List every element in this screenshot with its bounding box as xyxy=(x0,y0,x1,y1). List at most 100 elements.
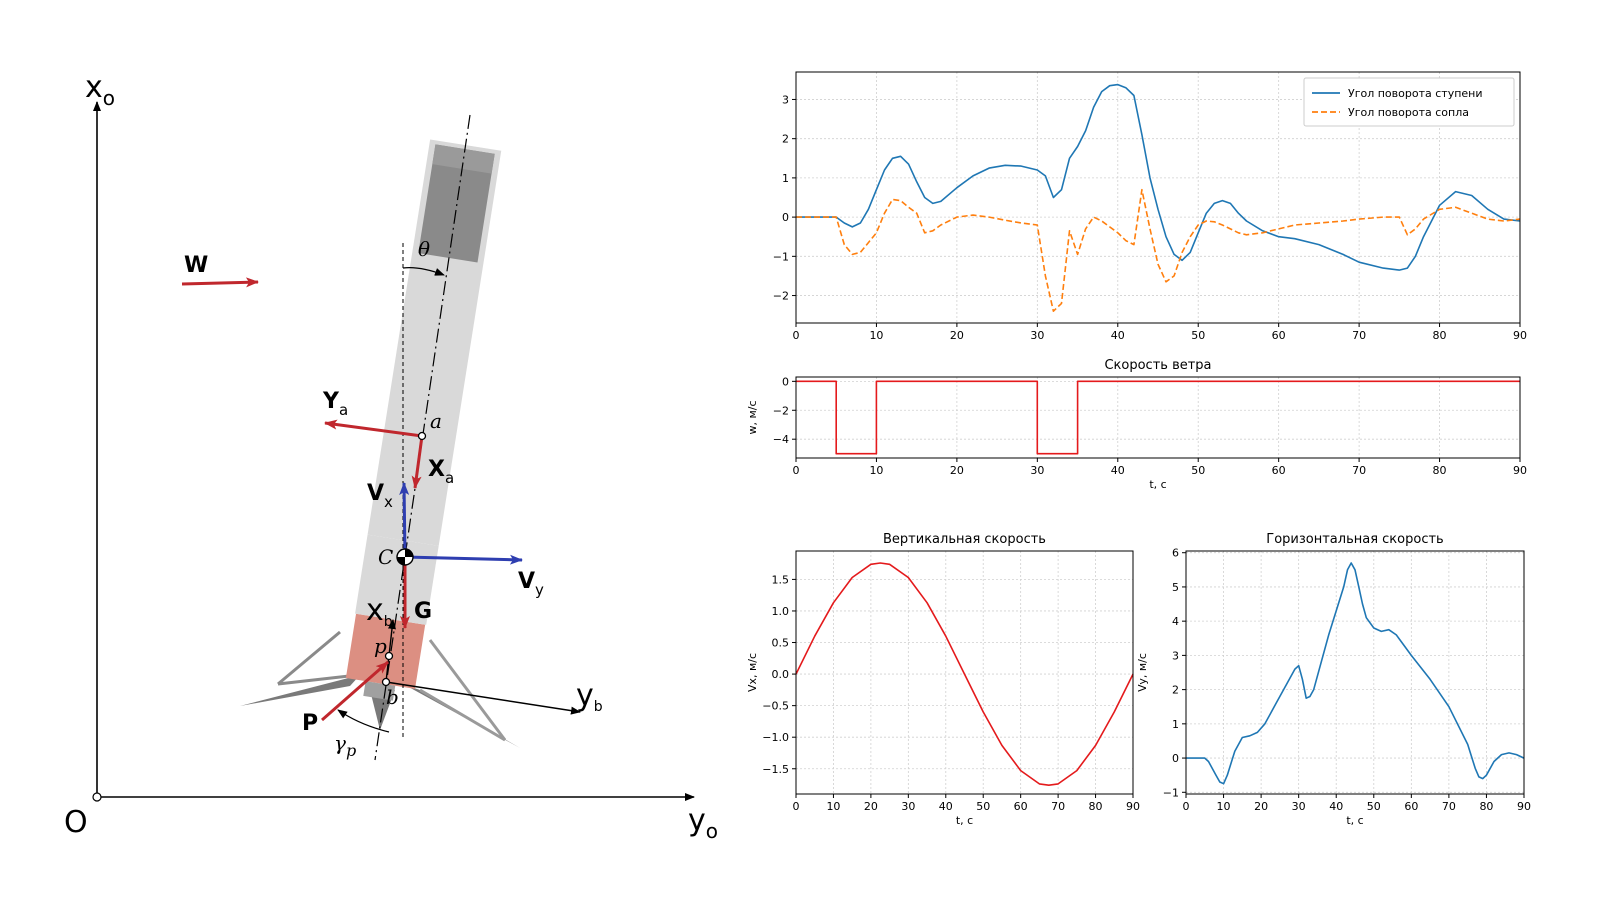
landing-legs xyxy=(240,630,520,748)
x-tick-label: 30 xyxy=(1030,464,1044,477)
chart-title: Горизонтальная скорость xyxy=(1266,532,1443,547)
x-axis-label: t, с xyxy=(1149,478,1166,491)
point-a xyxy=(417,431,427,441)
legend-entry: Угол поворота ступени xyxy=(1348,87,1483,100)
yb-arrow xyxy=(385,681,581,715)
center-of-mass-symbol xyxy=(396,548,414,566)
x-tick-label: 90 xyxy=(1517,800,1531,813)
y-tick-label: −4 xyxy=(773,433,789,446)
vx-label: Vx xyxy=(367,481,393,511)
chart-vy: 0 10 20 30 40 50 60 70 80 90 −1 0 1 2 3 4 5 6 Горизонтальн… xyxy=(1136,532,1531,827)
origin-point xyxy=(92,792,102,802)
xa-label: Xa xyxy=(428,457,454,487)
x-tick-label: 60 xyxy=(1272,329,1286,342)
vx-arrow xyxy=(399,482,410,558)
x-tick-label: 50 xyxy=(1191,464,1205,477)
y-axis-label: Vy, м/с xyxy=(1136,653,1149,692)
plot-frame xyxy=(795,376,1521,459)
y-tick-label: −1.0 xyxy=(762,731,789,744)
y-tick-label: 4 xyxy=(1172,615,1179,628)
c-label: C xyxy=(378,545,393,569)
yb-label: yb xyxy=(576,678,603,715)
x-tick-label: 0 xyxy=(793,800,800,813)
p-label: p xyxy=(374,634,387,658)
series-line-vx-0 xyxy=(795,562,1134,786)
chart-vx: 0 10 20 30 40 50 60 70 80 90 −1.5 −1.0 −0.5 0.0 0.5 1.0… xyxy=(746,532,1140,827)
axis-yo-label: yo xyxy=(688,803,718,843)
x-axis-label: t, с xyxy=(1346,814,1363,827)
x-tick-label: 50 xyxy=(1191,329,1205,342)
rocket-body xyxy=(345,139,502,701)
origin-label: O xyxy=(64,805,88,840)
chart-title: Скорость ветра xyxy=(1104,358,1211,373)
x-tick-label: 80 xyxy=(1089,800,1103,813)
x-axis-label: t, с xyxy=(956,814,973,827)
x-tick-label: 60 xyxy=(1014,800,1028,813)
x-tick-label: 10 xyxy=(869,464,883,477)
x-tick-label: 0 xyxy=(1183,800,1190,813)
chart-angles: 0 10 20 30 40 50 60 70 80 90 −2 −1 0 1 2 3 Угол поворота… xyxy=(773,71,1527,342)
y-axis-label: Vx, м/с xyxy=(746,653,759,692)
x-tick-label: 30 xyxy=(1292,800,1306,813)
x-tick-label: 90 xyxy=(1513,329,1527,342)
x-tick-label: 80 xyxy=(1433,464,1447,477)
x-tick-label: 50 xyxy=(976,800,990,813)
x-tick-label: 20 xyxy=(950,329,964,342)
y-tick-label: −2 xyxy=(773,290,789,303)
x-tick-label: 40 xyxy=(939,800,953,813)
x-tick-label: 10 xyxy=(1217,800,1231,813)
y-tick-label: −0.5 xyxy=(762,700,789,713)
y-tick-label: 0 xyxy=(782,375,789,388)
y-tick-label: 2 xyxy=(1172,684,1179,697)
x-tick-label: 0 xyxy=(793,464,800,477)
plot-frame xyxy=(795,71,1521,324)
legend-entry: Угол поворота сопла xyxy=(1348,106,1469,119)
y-tick-label: −2 xyxy=(773,404,789,417)
point-p xyxy=(384,651,394,661)
x-tick-label: 30 xyxy=(901,800,915,813)
x-tick-label: 90 xyxy=(1126,800,1140,813)
y-tick-label: 2 xyxy=(782,133,789,146)
thrust-arrow xyxy=(321,660,389,722)
y-axis-label: w, м/с xyxy=(746,400,759,434)
a-label: a xyxy=(430,409,442,433)
chart-wind: 0 10 20 30 40 50 60 70 80 90 −4 −2 0 Скорость ветра t,… xyxy=(746,358,1527,491)
x-tick-label: 30 xyxy=(1030,329,1044,342)
x-tick-label: 60 xyxy=(1404,800,1418,813)
x-tick-label: 90 xyxy=(1513,464,1527,477)
x-tick-label: 80 xyxy=(1479,800,1493,813)
y-tick-label: −1 xyxy=(773,250,789,263)
legend-box xyxy=(1303,77,1515,127)
x-tick-label: 80 xyxy=(1433,329,1447,342)
vy-arrow xyxy=(404,554,523,565)
y-tick-label: 0.0 xyxy=(772,668,790,681)
x-tick-label: 70 xyxy=(1352,329,1366,342)
y-tick-label: 0.5 xyxy=(772,637,790,650)
legend: Угол поворота ступени Угол поворота сопла xyxy=(1303,77,1515,127)
wind-arrow xyxy=(181,277,259,288)
y-tick-label: 5 xyxy=(1172,581,1179,594)
theta-label: θ xyxy=(418,237,430,261)
y-tick-label: 6 xyxy=(1172,547,1179,560)
gamma-arc xyxy=(337,709,390,733)
chart-title: Вертикальная скорость xyxy=(883,532,1046,547)
axis-xo-label: xo xyxy=(85,70,115,110)
y-tick-label: 3 xyxy=(782,93,789,106)
thrust-label: P xyxy=(302,711,318,736)
wind-label: W xyxy=(184,253,208,278)
y-tick-label: 1 xyxy=(782,172,789,185)
theta-arc xyxy=(402,267,445,276)
x-tick-label: 40 xyxy=(1111,464,1125,477)
g-label: G xyxy=(414,599,432,624)
point-b xyxy=(381,677,391,687)
y-tick-label: −1 xyxy=(1163,786,1179,799)
y-tick-label: 3 xyxy=(1172,649,1179,662)
x-tick-label: 60 xyxy=(1272,464,1286,477)
gamma-label: γp xyxy=(334,731,356,760)
x-tick-label: 10 xyxy=(826,800,840,813)
x-tick-label: 0 xyxy=(793,329,800,342)
x-tick-label: 40 xyxy=(1111,329,1125,342)
y-tick-label: 1.5 xyxy=(772,573,790,586)
series-line-wind-0 xyxy=(796,380,1520,455)
